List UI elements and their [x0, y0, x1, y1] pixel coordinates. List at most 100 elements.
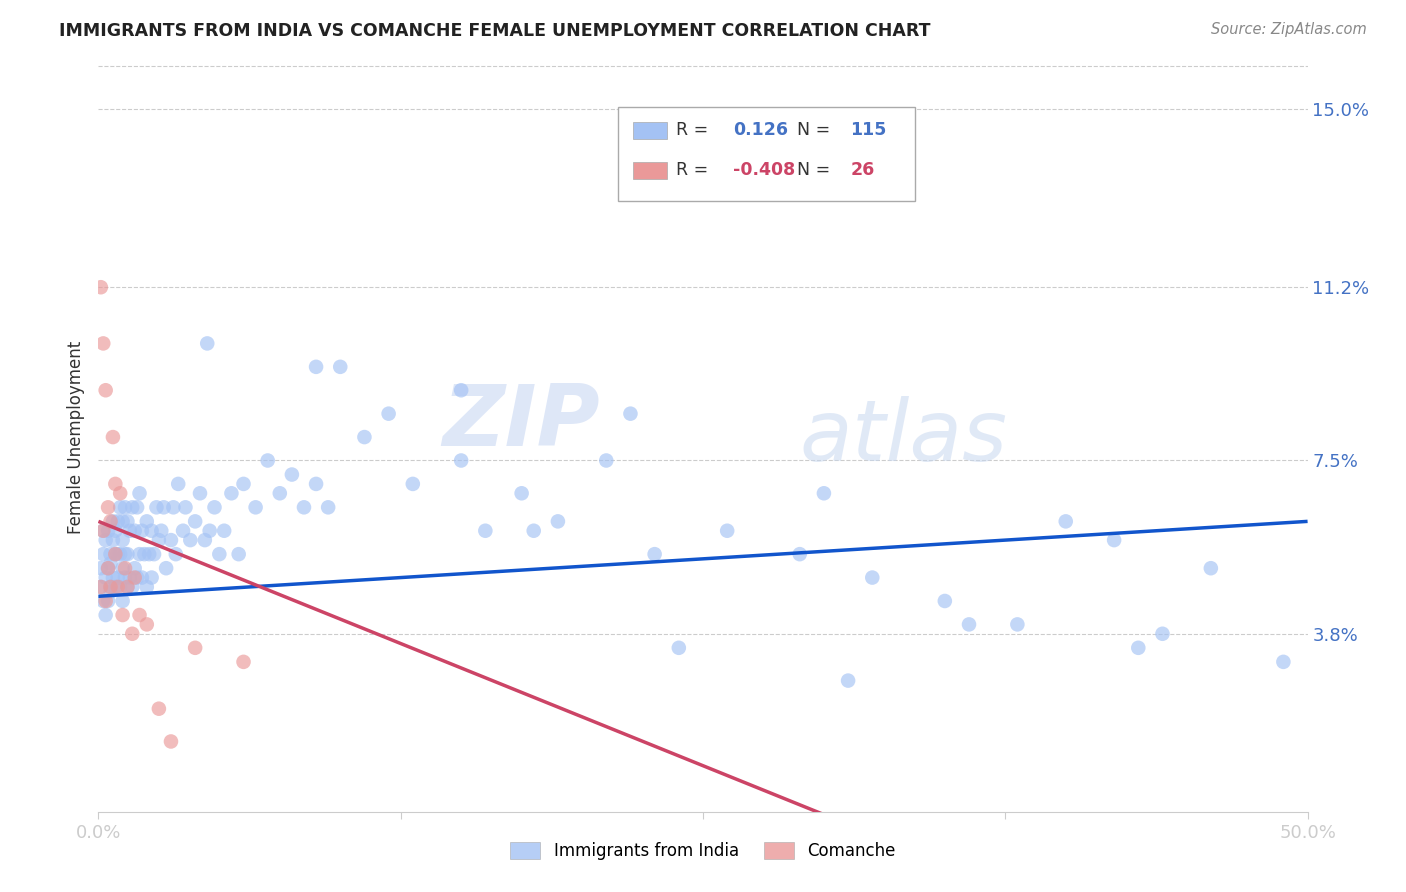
Point	[402, 476, 425, 491]
Point	[91, 594, 114, 608]
Point	[111, 561, 134, 575]
Point	[523, 524, 546, 538]
Point	[1152, 626, 1174, 640]
Point	[111, 533, 134, 547]
Point	[104, 524, 127, 538]
Point	[195, 336, 218, 351]
Point	[150, 524, 173, 538]
Point	[117, 547, 139, 561]
Text: N =: N =	[797, 161, 831, 178]
Point	[269, 486, 291, 500]
Point	[547, 514, 569, 528]
Point	[138, 547, 160, 561]
Point	[232, 476, 254, 491]
Point	[108, 500, 131, 515]
Point	[353, 430, 375, 444]
Point	[91, 336, 114, 351]
Point	[813, 486, 835, 500]
Point	[94, 571, 117, 585]
Point	[450, 453, 472, 467]
Point	[128, 608, 150, 623]
Point	[118, 571, 141, 585]
Point	[100, 557, 122, 571]
Text: ZIP: ZIP	[443, 381, 600, 464]
Point	[184, 640, 207, 655]
Point	[837, 673, 859, 688]
Point	[108, 580, 131, 594]
Point	[131, 571, 153, 585]
Point	[124, 571, 146, 585]
Point	[117, 514, 139, 528]
Point	[1199, 561, 1222, 575]
Point	[91, 524, 114, 538]
Point	[111, 608, 134, 623]
Point	[128, 547, 150, 561]
Point	[188, 486, 211, 500]
Point	[155, 561, 177, 575]
Point	[100, 580, 122, 594]
Text: 26: 26	[851, 161, 875, 178]
Point	[128, 486, 150, 500]
Point	[281, 467, 304, 482]
Point	[221, 486, 243, 500]
Point	[94, 533, 117, 547]
Point	[329, 359, 352, 374]
Point	[111, 594, 134, 608]
Point	[860, 571, 883, 585]
Text: -0.408: -0.408	[734, 161, 796, 178]
Text: R =: R =	[676, 161, 709, 178]
Point	[1007, 617, 1029, 632]
Point	[204, 500, 226, 515]
Point	[114, 500, 136, 515]
Point	[134, 547, 156, 561]
Text: N =: N =	[797, 121, 831, 139]
FancyBboxPatch shape	[619, 107, 915, 201]
Point	[107, 514, 129, 528]
Point	[1102, 533, 1125, 547]
Point	[124, 561, 146, 575]
Point	[131, 524, 153, 538]
Point	[668, 640, 690, 655]
Point	[148, 701, 170, 715]
Point	[121, 580, 143, 594]
Point	[114, 561, 136, 575]
Point	[957, 617, 980, 632]
Point	[789, 547, 811, 561]
Text: 0.126: 0.126	[734, 121, 789, 139]
Point	[232, 655, 254, 669]
Text: R =: R =	[676, 121, 709, 139]
Point	[97, 500, 120, 515]
Point	[94, 384, 117, 398]
Point	[595, 453, 617, 467]
Point	[245, 500, 267, 515]
Point	[141, 524, 163, 538]
Point	[90, 280, 112, 294]
Point	[377, 407, 399, 421]
Point	[114, 547, 136, 561]
Point	[172, 524, 194, 538]
Point	[121, 500, 143, 515]
Point	[100, 547, 122, 561]
Point	[91, 524, 114, 538]
Point	[256, 453, 278, 467]
Point	[1272, 655, 1295, 669]
Point	[162, 500, 184, 515]
Point	[716, 524, 738, 538]
Text: 115: 115	[851, 121, 887, 139]
Point	[127, 500, 149, 515]
Point	[124, 524, 146, 538]
Point	[145, 500, 167, 515]
Point	[100, 514, 122, 528]
Point	[91, 547, 114, 561]
Point	[194, 533, 217, 547]
Point	[100, 580, 122, 594]
Point	[107, 547, 129, 561]
Point	[934, 594, 956, 608]
Point	[292, 500, 315, 515]
Text: atlas: atlas	[800, 395, 1008, 479]
Point	[104, 580, 127, 594]
Point	[97, 524, 120, 538]
Point	[148, 533, 170, 547]
Point	[135, 580, 157, 594]
Point	[114, 571, 136, 585]
